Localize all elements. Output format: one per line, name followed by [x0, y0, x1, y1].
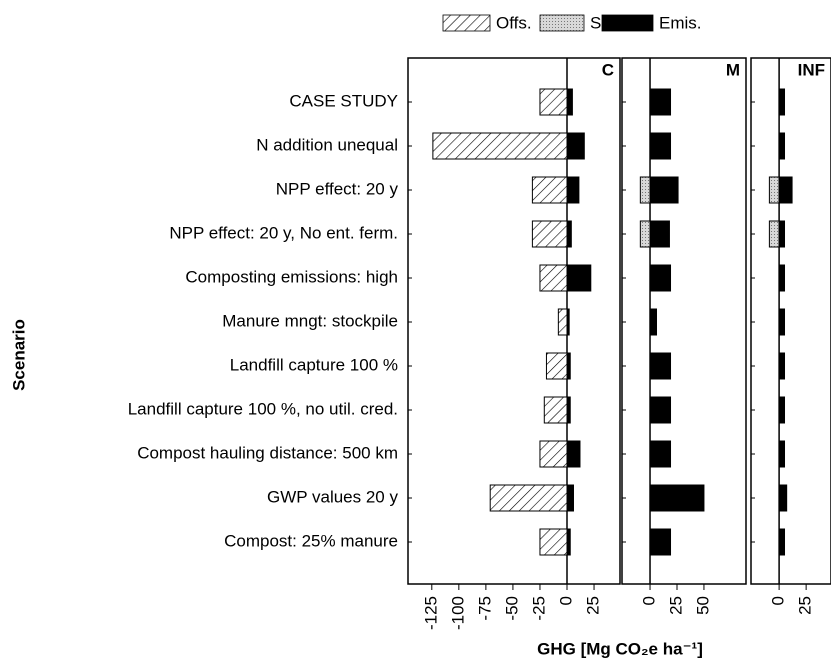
- y-tick-label: Composting emissions: high: [185, 267, 398, 286]
- bar: [778, 264, 786, 292]
- panel-frame: [407, 57, 621, 585]
- bar: [566, 440, 581, 468]
- bar: [778, 528, 786, 556]
- x-tick-label: -100: [448, 596, 467, 630]
- bar: [566, 308, 570, 336]
- bar: [778, 440, 786, 468]
- x-tick-label: 0: [640, 596, 659, 605]
- bar: [557, 308, 568, 336]
- bar: [778, 88, 786, 116]
- bar: [649, 440, 672, 468]
- bar: [778, 176, 793, 204]
- bar: [566, 88, 573, 116]
- panel-title: C: [602, 60, 614, 79]
- x-tick-label: 25: [584, 596, 603, 615]
- bar: [649, 220, 670, 248]
- legend-label: Emis.: [659, 13, 702, 32]
- bar: [566, 264, 592, 292]
- panel-title: INF: [798, 60, 825, 79]
- y-tick-label: GWP values 20 y: [267, 487, 399, 506]
- bar: [566, 176, 580, 204]
- bar: [531, 220, 568, 248]
- y-tick-label: Compost: 25% manure: [224, 531, 398, 550]
- bar: [778, 220, 786, 248]
- panel-frame: [750, 57, 831, 585]
- bar: [778, 396, 786, 424]
- x-tick-label: 0: [769, 596, 788, 605]
- legend-swatch: [601, 14, 654, 32]
- panel-title: M: [726, 60, 740, 79]
- bar: [649, 396, 672, 424]
- bar: [778, 484, 788, 512]
- x-axis-title: GHG [Mg CO₂e ha⁻¹]: [537, 639, 703, 658]
- y-tick-label: NPP effect: 20 y, No ent. ferm.: [169, 223, 398, 242]
- bar: [566, 220, 572, 248]
- bar: [778, 132, 786, 160]
- y-tick-label: N addition unequal: [256, 135, 398, 154]
- y-tick-label: Compost hauling distance: 500 km: [137, 443, 398, 462]
- panel-frame: [621, 57, 747, 585]
- x-tick-label: -75: [475, 596, 494, 621]
- bar: [649, 176, 679, 204]
- bar: [545, 352, 568, 380]
- bar: [768, 220, 780, 248]
- bar: [778, 352, 786, 380]
- bar: [649, 132, 672, 160]
- bar: [566, 484, 574, 512]
- bar: [539, 440, 568, 468]
- bar: [649, 308, 658, 336]
- x-tick-label: -25: [529, 596, 548, 621]
- x-tick-label: 25: [666, 596, 685, 615]
- y-tick-label: NPP effect: 20 y: [276, 179, 399, 198]
- x-tick-label: 0: [556, 596, 575, 605]
- legend-label: Offs.: [496, 13, 532, 32]
- bar: [566, 396, 571, 424]
- y-tick-label: Landfill capture 100 %: [230, 355, 398, 374]
- bar: [639, 220, 651, 248]
- bar: [539, 528, 568, 556]
- x-tick-label: 50: [693, 596, 712, 615]
- x-tick-label: -125: [421, 596, 440, 630]
- y-tick-label: Landfill capture 100 %, no util. cred.: [128, 399, 398, 418]
- bar: [566, 132, 585, 160]
- bar: [539, 88, 568, 116]
- bar: [649, 484, 705, 512]
- bar: [531, 176, 568, 204]
- bar: [543, 396, 568, 424]
- bar: [566, 528, 571, 556]
- bar: [649, 352, 672, 380]
- bar: [539, 264, 568, 292]
- legend-swatch: [442, 14, 491, 32]
- legend-swatch: [539, 14, 585, 32]
- bar: [649, 88, 672, 116]
- bar: [778, 308, 786, 336]
- x-tick-label: 25: [796, 596, 815, 615]
- bar: [639, 176, 651, 204]
- y-tick-label: CASE STUDY: [289, 91, 398, 110]
- y-axis-title: Scenario: [9, 319, 28, 391]
- bar: [768, 176, 780, 204]
- y-tick-label: Manure mngt: stockpile: [222, 311, 398, 330]
- x-tick-label: -50: [502, 596, 521, 621]
- bar: [432, 132, 568, 160]
- bar: [566, 352, 571, 380]
- bar: [489, 484, 568, 512]
- bar: [649, 528, 672, 556]
- bar: [649, 264, 672, 292]
